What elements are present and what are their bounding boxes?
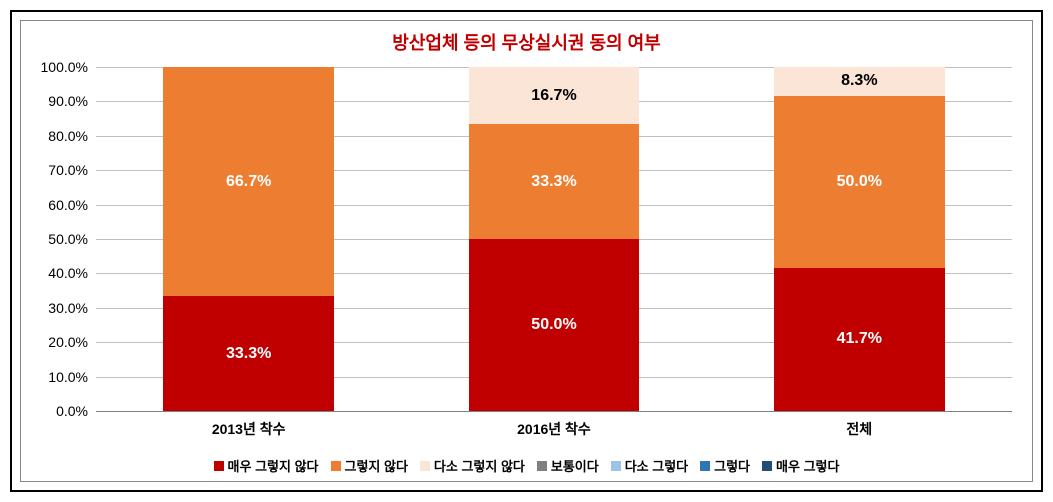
bar-segment: 50.0% [774, 96, 945, 268]
legend-item: 그렇다 [700, 456, 750, 475]
bar-segment: 16.7% [469, 67, 640, 124]
ytick-label: 40.0% [48, 265, 96, 281]
legend-label: 그렇다 [714, 456, 750, 475]
bars-row: 33.3%66.7%2013년 착수50.0%33.3%16.7%2016년 착… [96, 67, 1012, 411]
bar-stack: 50.0%33.3%16.7% [469, 67, 640, 411]
x-category-label: 2016년 착수 [517, 411, 591, 439]
legend-item: 보통이다 [537, 456, 599, 475]
legend-swatch [214, 461, 224, 471]
ytick-label: 30.0% [48, 300, 96, 316]
legend-item: 그렇지 않다 [331, 456, 408, 475]
bar-stack: 33.3%66.7% [163, 67, 334, 411]
bar-segment: 66.7% [163, 67, 334, 296]
ytick-label: 70.0% [48, 162, 96, 178]
bar-segment: 50.0% [469, 239, 640, 411]
bar-segment: 41.7% [774, 268, 945, 411]
x-category-label: 2013년 착수 [212, 411, 286, 439]
bar-group: 50.0%33.3%16.7%2016년 착수 [401, 67, 706, 411]
legend-swatch [762, 461, 772, 471]
legend-item: 매우 그렇다 [762, 456, 839, 475]
legend-item: 매우 그렇지 않다 [214, 456, 319, 475]
ytick-label: 80.0% [48, 128, 96, 144]
bar-group: 41.7%50.0%8.3%전체 [707, 67, 1012, 411]
legend-label: 다소 그렇지 않다 [434, 456, 525, 475]
chart-title: 방산업체 등의 무상실시권 동의 여부 [21, 21, 1032, 59]
bar-segment: 33.3% [469, 124, 640, 239]
legend-swatch [611, 461, 621, 471]
legend-swatch [331, 461, 341, 471]
ytick-label: 10.0% [48, 369, 96, 385]
legend-label: 다소 그렇다 [625, 456, 688, 475]
legend-label: 매우 그렇다 [776, 456, 839, 475]
chart-inner-frame: 방산업체 등의 무상실시권 동의 여부 0.0%10.0%20.0%30.0%4… [20, 20, 1033, 482]
ytick-label: 100.0% [41, 59, 96, 75]
legend-swatch [700, 461, 710, 471]
legend-label: 보통이다 [551, 456, 599, 475]
legend-label: 그렇지 않다 [345, 456, 408, 475]
x-category-label: 전체 [846, 411, 872, 439]
legend: 매우 그렇지 않다 그렇지 않다 다소 그렇지 않다 보통이다 다소 그렇다 그렇다 매우 … [41, 456, 1012, 475]
legend-item: 다소 그렇지 않다 [420, 456, 525, 475]
ytick-label: 60.0% [48, 197, 96, 213]
legend-swatch [420, 461, 430, 471]
bar-segment: 8.3% [774, 67, 945, 96]
ytick-label: 20.0% [48, 334, 96, 350]
ytick-label: 0.0% [56, 403, 96, 419]
chart-outer-frame: 방산업체 등의 무상실시권 동의 여부 0.0%10.0%20.0%30.0%4… [10, 10, 1043, 492]
plot-container: 0.0%10.0%20.0%30.0%40.0%50.0%60.0%70.0%8… [96, 67, 1012, 411]
ytick-label: 90.0% [48, 93, 96, 109]
legend-item: 다소 그렇다 [611, 456, 688, 475]
legend-label: 매우 그렇지 않다 [228, 456, 319, 475]
bar-segment: 33.3% [163, 296, 334, 411]
bar-group: 33.3%66.7%2013년 착수 [96, 67, 401, 411]
bar-stack: 41.7%50.0%8.3% [774, 67, 945, 411]
ytick-label: 50.0% [48, 231, 96, 247]
legend-swatch [537, 461, 547, 471]
